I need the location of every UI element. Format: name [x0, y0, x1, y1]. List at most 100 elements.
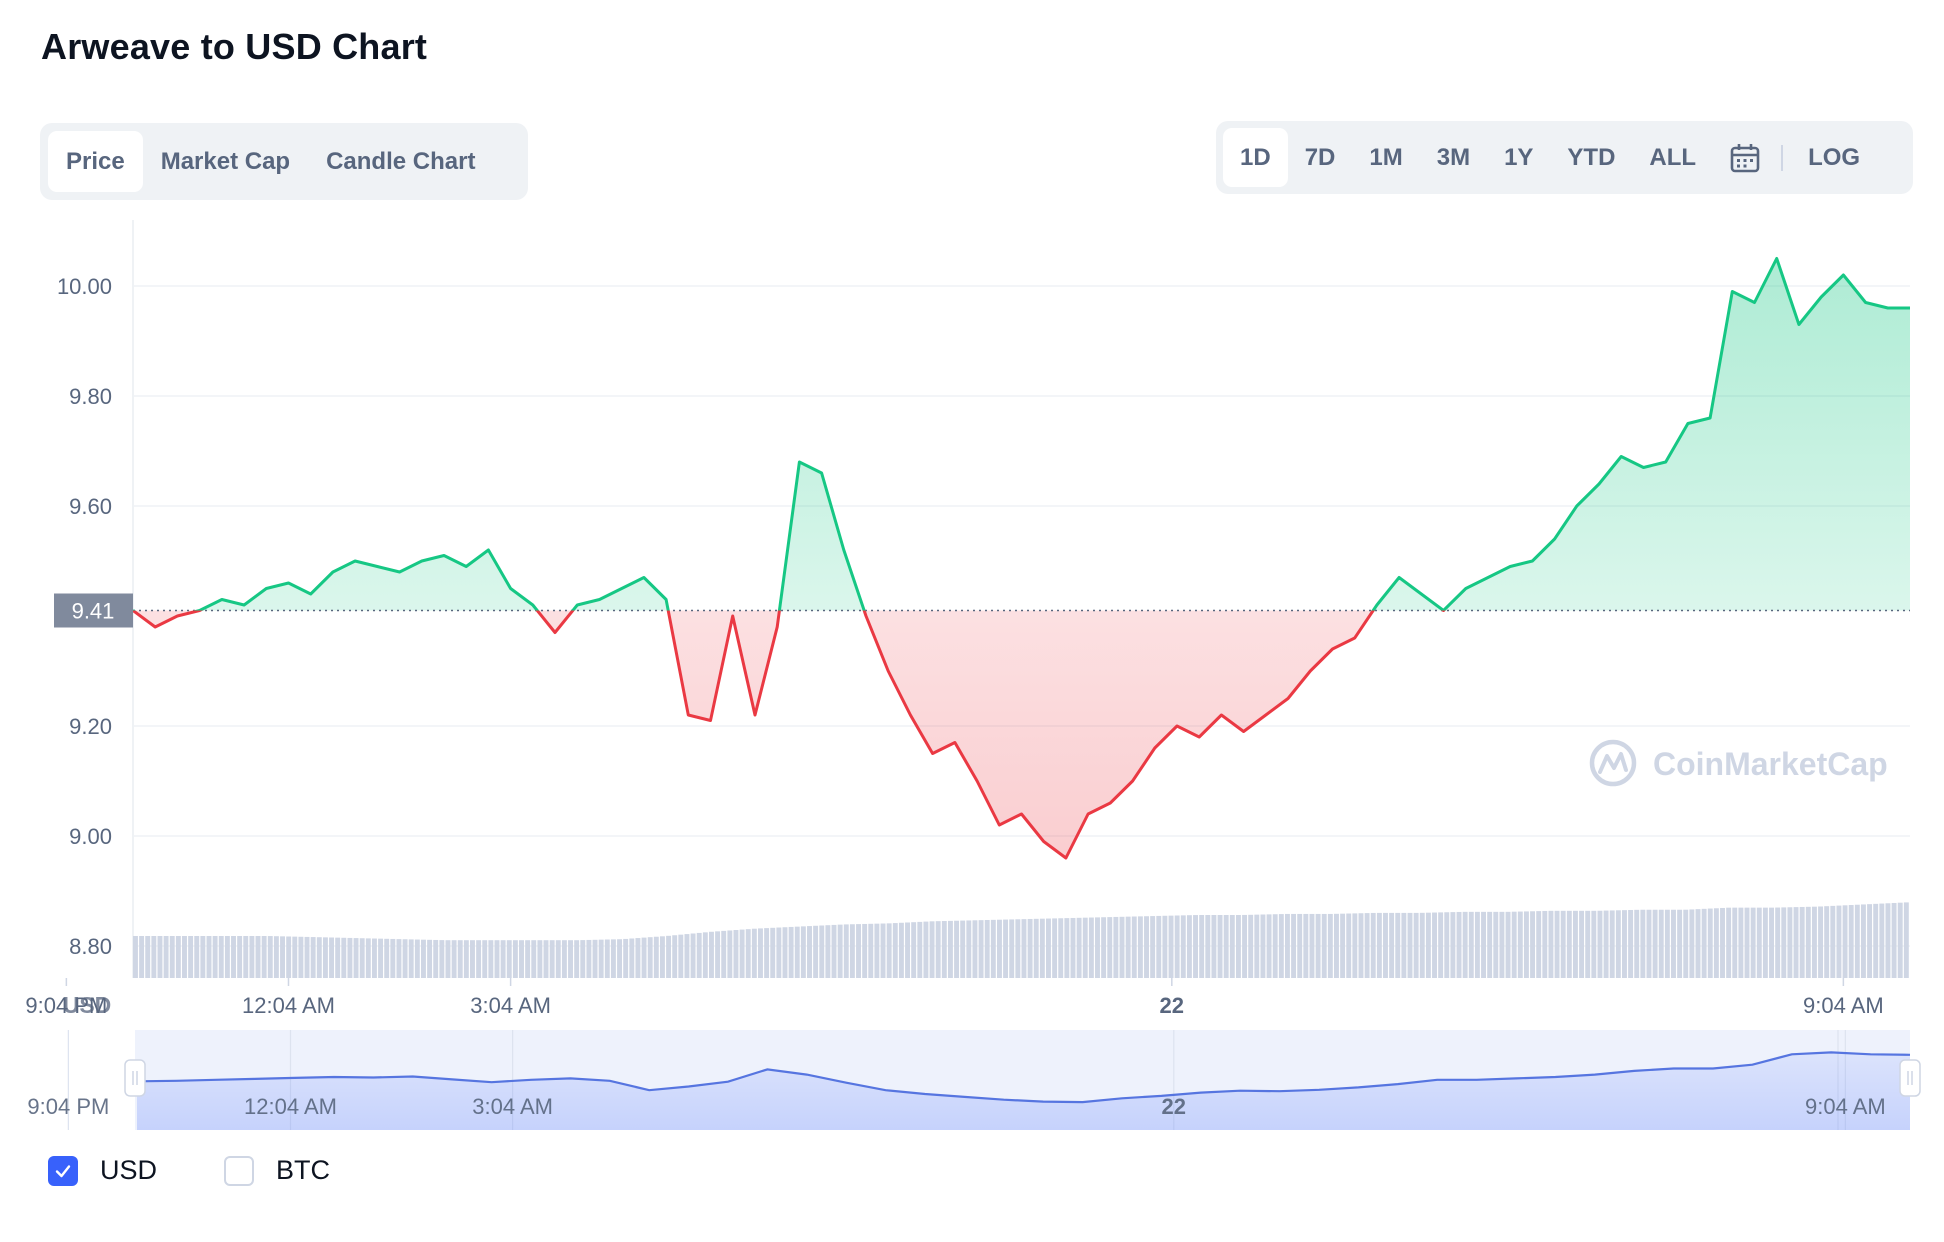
volume-bar	[451, 940, 457, 978]
volume-bar	[531, 940, 537, 978]
range-1d[interactable]: 1D	[1223, 128, 1288, 187]
volume-bar	[1131, 916, 1137, 978]
volume-bar	[561, 940, 567, 978]
calendar-icon[interactable]	[1713, 128, 1777, 187]
volume-bar	[1646, 909, 1652, 978]
navigator-line	[136, 1051, 1911, 1104]
volume-bar	[1058, 918, 1064, 978]
volume-bar	[1297, 913, 1303, 978]
volume-bar	[537, 940, 543, 978]
legend-usd[interactable]: USD	[48, 1155, 157, 1186]
range-1m[interactable]: 1M	[1369, 143, 1403, 171]
volume-bar	[1027, 918, 1033, 978]
volume-bar	[1572, 910, 1578, 978]
legend-btc-label: BTC	[276, 1155, 330, 1185]
volume-bar	[629, 938, 635, 978]
volume-bar	[610, 939, 616, 978]
range-7d[interactable]: 7D	[1304, 143, 1336, 171]
volume-bar	[280, 936, 285, 978]
volume-bar	[1272, 914, 1278, 978]
volume-bar	[917, 921, 923, 978]
volume-bar	[586, 939, 592, 978]
volume-bar	[1395, 912, 1401, 978]
volume-bar	[298, 936, 304, 978]
volume-bar	[1493, 911, 1499, 978]
volume-bar	[1615, 910, 1621, 978]
volume-bar	[856, 924, 861, 978]
volume-bar	[420, 939, 426, 978]
volume-bar	[1732, 907, 1738, 978]
volume-bar	[365, 938, 371, 978]
usd-checkbox[interactable]	[48, 1155, 78, 1186]
volume-bar	[273, 936, 279, 978]
range-3m[interactable]: 3M	[1436, 143, 1471, 171]
volume-bar	[322, 937, 328, 978]
volume-bar	[1860, 904, 1866, 978]
volume-bar	[175, 936, 181, 978]
volume-bar	[1811, 906, 1817, 978]
check-icon	[55, 1164, 71, 1177]
volume-bar	[1205, 915, 1211, 978]
tab-market-cap[interactable]: Market Cap	[160, 147, 291, 175]
volume-bar	[1836, 905, 1842, 978]
volume-bar	[684, 934, 690, 978]
volume-bar	[555, 940, 561, 978]
coinmarketcap-logo-icon	[1589, 739, 1637, 787]
volume-bar	[1658, 909, 1664, 978]
volume-bar	[947, 920, 953, 978]
volume-bar	[1640, 909, 1646, 978]
volume-bar	[151, 936, 157, 978]
range-all[interactable]: ALL	[1649, 143, 1697, 171]
volume-bar	[1824, 906, 1830, 978]
range-ytd[interactable]: YTD	[1567, 143, 1616, 171]
legend-btc[interactable]: BTC	[224, 1155, 330, 1186]
watermark: CoinMarketCap	[1589, 739, 1888, 787]
volume-bar	[1793, 907, 1799, 978]
tab-candle-chart[interactable]: Candle Chart	[326, 147, 476, 175]
volume-bar	[1015, 919, 1021, 978]
volume-bar	[1726, 907, 1732, 978]
volume-bar	[1781, 907, 1787, 978]
volume-bar	[1150, 916, 1156, 978]
volume-bar	[1873, 903, 1879, 978]
volume-bar	[935, 921, 941, 978]
volume-bar	[1376, 912, 1382, 978]
volume-bar	[1481, 911, 1486, 978]
volume-bar	[1009, 919, 1015, 978]
volume-bar	[1903, 902, 1909, 978]
volume-bar	[1291, 913, 1297, 978]
volume-bar	[1156, 915, 1162, 978]
volume-bar	[770, 927, 776, 978]
volume-bar	[1468, 911, 1474, 978]
volume-bar	[1487, 911, 1493, 978]
volume-bar	[316, 937, 322, 978]
x-tick-label: 9:04 AM	[1803, 993, 1884, 1018]
range-1y[interactable]: 1Y	[1504, 143, 1534, 171]
volume-bar	[653, 936, 659, 978]
volume-bar	[1444, 912, 1450, 978]
volume-bar	[1235, 915, 1241, 978]
volume-bar	[1848, 905, 1854, 978]
log-toggle[interactable]: LOG	[1808, 143, 1861, 171]
volume-bar	[715, 931, 721, 978]
btc-checkbox[interactable]	[224, 1155, 254, 1186]
navigator-handle-left[interactable]	[124, 1059, 146, 1097]
volume-bar	[304, 936, 310, 978]
volume-bar	[862, 923, 868, 978]
volume-bar	[433, 939, 439, 978]
volume-bar	[1046, 918, 1051, 978]
volume-bar	[1186, 915, 1192, 978]
volume-bar	[1229, 915, 1235, 978]
volume-bar	[659, 936, 665, 978]
tab-price[interactable]: Price	[48, 131, 143, 192]
volume-bar	[666, 935, 672, 978]
volume-bar	[1039, 918, 1045, 978]
y-tick-label: 9.20	[69, 714, 112, 739]
volume-bar	[482, 940, 488, 978]
volume-bar	[1634, 909, 1640, 978]
navigator-handle-right[interactable]	[1899, 1059, 1921, 1097]
volume-bar	[1284, 913, 1290, 978]
